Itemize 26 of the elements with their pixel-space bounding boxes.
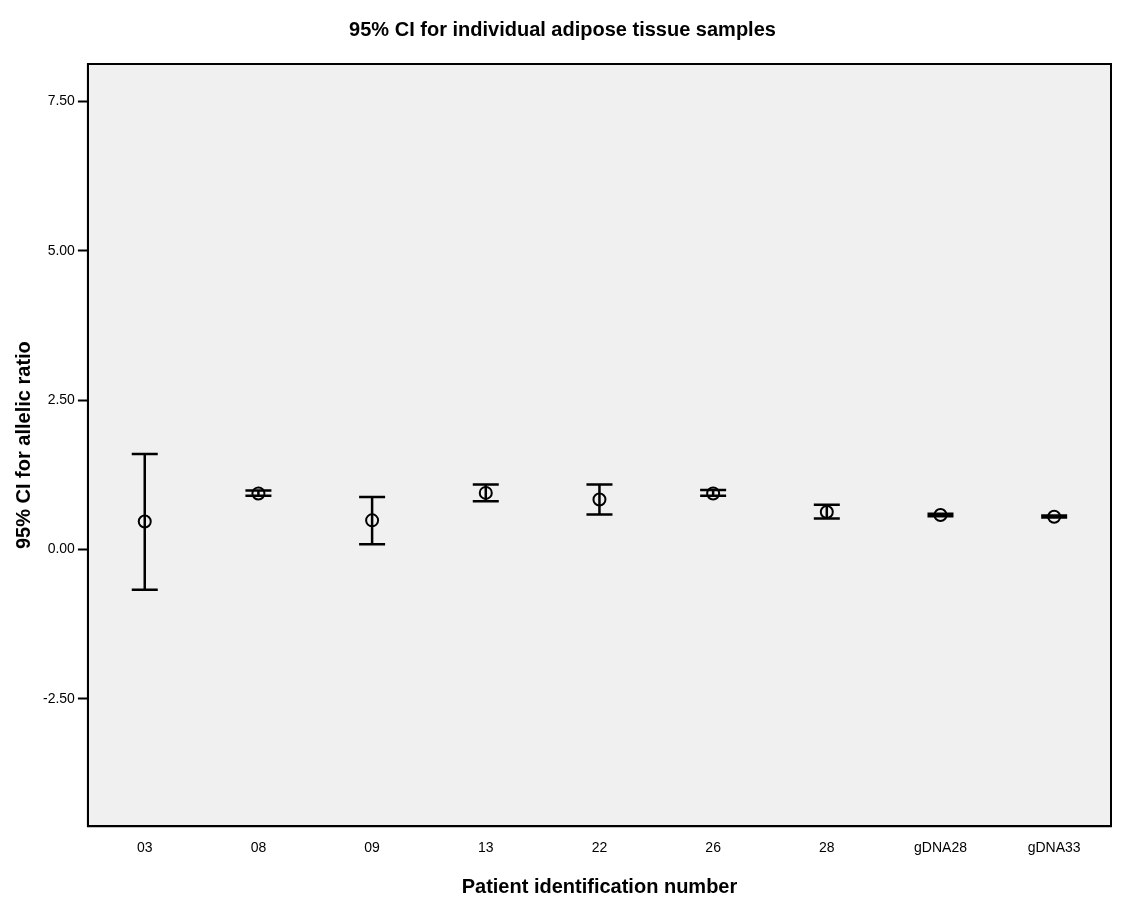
y-tick-label: 2.50 [47,391,76,408]
point [592,492,607,507]
x-tick-label: 28 [819,839,835,856]
point [933,507,948,522]
chart-title: 95% CI for individual adipose tissue samples [349,17,776,40]
point [819,505,834,519]
point [1047,509,1062,524]
y-tick-label: 0.00 [47,540,76,557]
point [706,486,721,501]
point [137,514,152,529]
y-tick-label: 7.50 [47,92,76,109]
x-tick-label: 08 [250,839,267,856]
x-tick-label: gDNA33 [1027,839,1081,856]
y-tick-label: -2.50 [42,689,76,706]
x-tick-label: gDNA28 [914,839,968,856]
point [251,486,266,501]
y-axis-title: 95% CI for allelic ratio [11,341,34,550]
x-axis-title: Patient identification number [461,874,738,897]
x-tick-label: 22 [591,839,608,856]
x-tick-label: 03 [136,839,153,856]
x-tick-label: 26 [705,839,722,856]
x-tick-label: 09 [364,839,381,856]
point [478,485,493,500]
x-tick-label: 13 [477,839,494,856]
point [365,513,380,528]
y-tick-label: 5.00 [47,241,76,258]
